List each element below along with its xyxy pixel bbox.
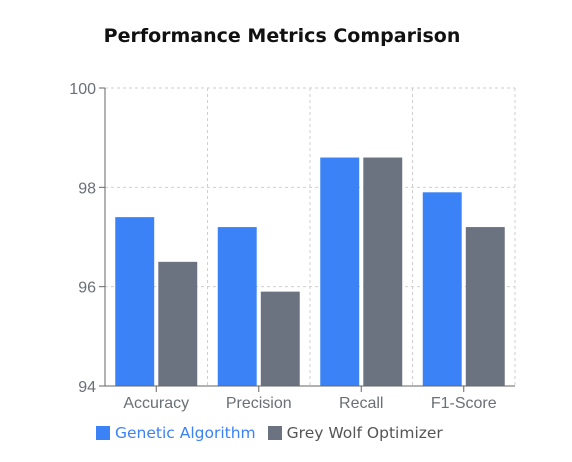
legend-label: Grey Wolf Optimizer [286,424,443,442]
bars [115,157,505,386]
bar-genetic-algorithm-accuracy [115,217,155,386]
legend-swatch [267,426,282,440]
bar-grey-wolf-optimizer-recall [363,157,403,386]
legend: Genetic Algorithm Grey Wolf Optimizer [96,424,455,442]
y-tick-label: 94 [78,379,96,396]
axes [99,87,515,392]
bar-genetic-algorithm-f1-score [422,192,462,386]
bar-grey-wolf-optimizer-f1-score [465,227,505,386]
legend-swatch [96,426,110,440]
x-tick-label: F1-Score [431,395,497,412]
bar-grey-wolf-optimizer-accuracy [158,261,198,386]
axis-labels: 94 96 98 100 Accuracy Precision Recall F1-Score [69,81,496,412]
legend-label: Genetic Algorithm [115,424,256,442]
x-tick-label: Accuracy [123,395,189,412]
legend-item-grey-wolf-optimizer[interactable]: Grey Wolf Optimizer [267,424,443,442]
chart-title: Performance Metrics Comparison [104,25,461,47]
bar-grey-wolf-optimizer-precision [260,291,300,386]
y-tick-label: 96 [78,280,96,297]
x-tick-label: Precision [226,395,292,412]
y-tick-label: 98 [78,180,96,197]
bar-genetic-algorithm-recall [320,157,360,386]
y-tick-label: 100 [69,81,96,98]
bar-genetic-algorithm-precision [217,227,257,386]
legend-item-genetic-algorithm[interactable]: Genetic Algorithm [96,424,256,442]
x-tick-label: Recall [339,395,383,412]
